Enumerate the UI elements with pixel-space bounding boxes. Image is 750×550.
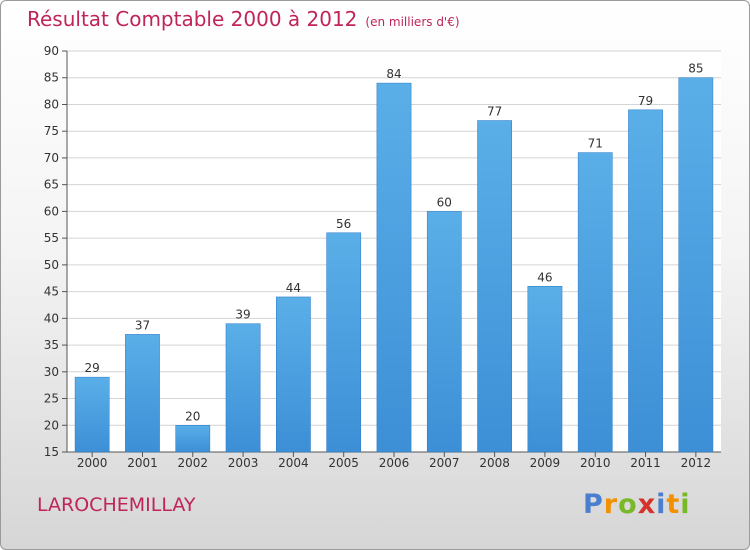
data-label: 71 [588, 137, 603, 151]
x-tick-label: 2008 [479, 456, 510, 470]
y-tick-label: 80 [44, 97, 59, 111]
y-tick-label: 25 [44, 392, 59, 406]
x-tick-label: 2010 [580, 456, 611, 470]
logo-letter: r [603, 489, 619, 520]
bar [326, 232, 362, 453]
bar [577, 152, 613, 453]
x-tick-label: 2012 [681, 456, 712, 470]
x-tick-label: 2004 [278, 456, 309, 470]
data-label: 29 [85, 361, 100, 375]
data-label: 84 [386, 67, 401, 81]
data-label: 77 [487, 105, 502, 119]
bar [74, 376, 110, 453]
y-tick-label: 65 [44, 178, 59, 192]
bar [376, 82, 412, 453]
logo-letter: i [680, 489, 691, 520]
data-label: 56 [336, 217, 351, 231]
logo-letter: x [637, 489, 657, 520]
y-tick-label: 30 [44, 365, 59, 379]
logo-letter: o [618, 489, 638, 520]
x-tick-label: 2001 [127, 456, 158, 470]
logo-letter: i [656, 489, 667, 520]
y-tick-label: 35 [44, 338, 59, 352]
logo-letter: P [583, 489, 604, 520]
x-tick-label: 2003 [228, 456, 259, 470]
bar [628, 109, 663, 453]
y-tick-label: 15 [44, 445, 59, 459]
data-label: 44 [286, 281, 301, 295]
bar [225, 323, 261, 453]
chart-subtitle: (en milliers d'€) [365, 15, 460, 29]
y-tick-label: 75 [44, 124, 59, 138]
bar [426, 211, 462, 453]
x-tick-label: 2000 [77, 456, 108, 470]
data-label: 85 [688, 62, 703, 76]
bar [125, 334, 160, 453]
y-tick-label: 85 [44, 71, 59, 85]
x-tick-label: 2009 [530, 456, 561, 470]
data-label: 37 [135, 318, 150, 332]
bar [678, 77, 714, 453]
y-tick-label: 45 [44, 285, 59, 299]
commune-name: LAROCHEMILLAY [37, 494, 196, 516]
proxiti-logo: Proxiti [583, 489, 691, 520]
x-tick-label: 2011 [630, 456, 661, 470]
y-tick-label: 50 [44, 258, 59, 272]
y-tick-label: 40 [44, 311, 59, 325]
x-tick-label: 2006 [379, 456, 410, 470]
data-label: 60 [437, 195, 452, 209]
data-label: 79 [638, 94, 653, 108]
data-label: 46 [537, 270, 552, 284]
x-tick-label: 2005 [328, 456, 359, 470]
chart-title: Résultat Comptable 2000 à 2012 (en millie… [27, 7, 460, 31]
x-tick-label: 2007 [429, 456, 460, 470]
bar [175, 425, 211, 453]
bar [276, 296, 311, 453]
y-tick-label: 90 [44, 44, 59, 58]
y-tick-label: 60 [44, 204, 59, 218]
data-label: 20 [185, 409, 200, 423]
y-tick-label: 20 [44, 418, 59, 432]
logo-letter: t [666, 489, 681, 520]
x-tick-label: 2002 [177, 456, 208, 470]
y-tick-label: 70 [44, 151, 59, 165]
y-tick-label: 55 [44, 231, 59, 245]
bar [527, 286, 563, 453]
data-label: 39 [235, 308, 250, 322]
bar [477, 120, 512, 453]
